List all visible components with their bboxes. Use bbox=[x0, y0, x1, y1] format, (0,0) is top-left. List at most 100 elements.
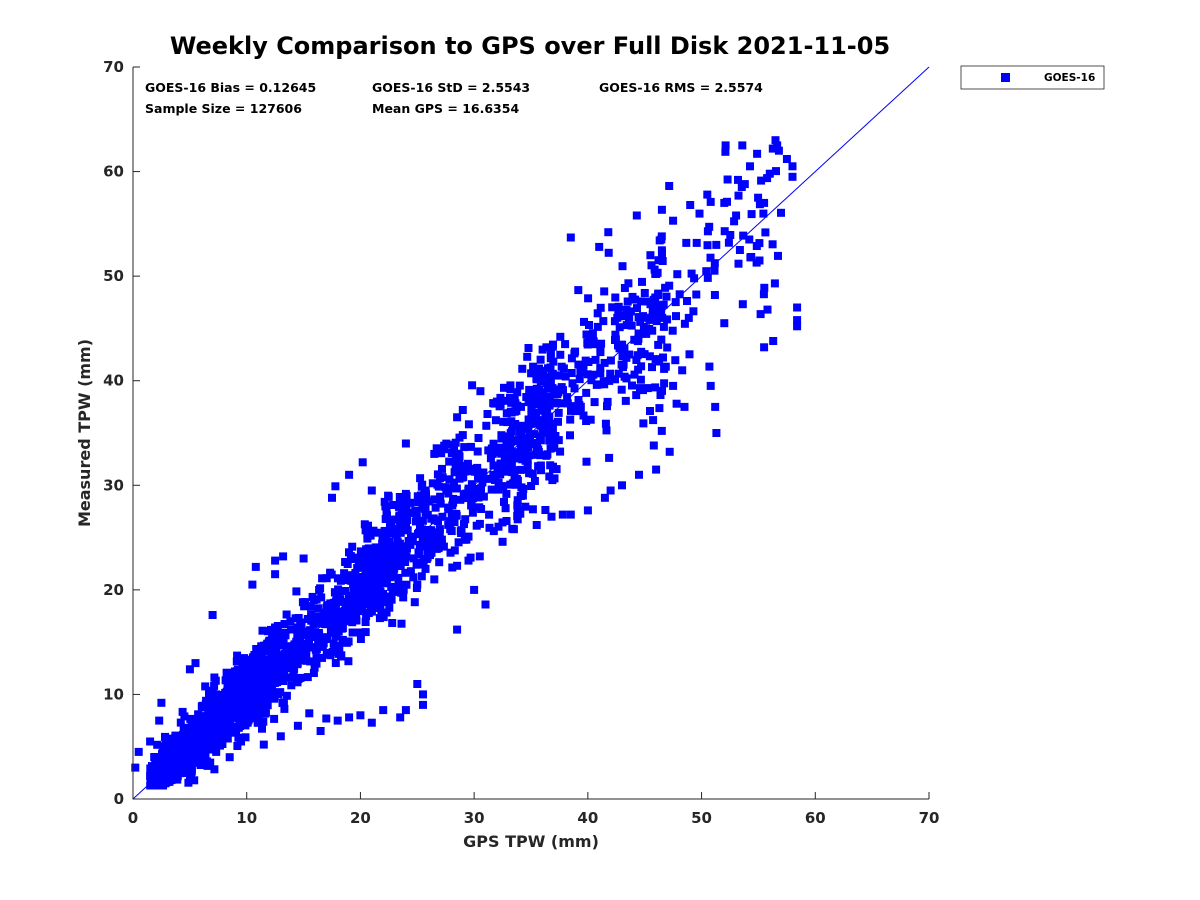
data-point bbox=[433, 539, 442, 548]
data-point bbox=[204, 709, 213, 718]
data-point bbox=[431, 503, 440, 512]
data-point bbox=[703, 227, 712, 236]
data-point bbox=[732, 211, 741, 220]
data-point bbox=[513, 388, 522, 397]
data-point bbox=[222, 668, 231, 677]
data-point bbox=[242, 672, 251, 681]
data-point bbox=[657, 246, 666, 255]
x-tick-label: 60 bbox=[805, 809, 826, 827]
data-point bbox=[416, 474, 425, 483]
data-point bbox=[410, 598, 419, 607]
data-point bbox=[690, 274, 699, 283]
data-point bbox=[561, 372, 570, 381]
data-point bbox=[222, 724, 231, 733]
data-point bbox=[533, 443, 541, 452]
data-point bbox=[571, 407, 580, 416]
data-point bbox=[529, 362, 538, 371]
data-point bbox=[185, 665, 194, 674]
data-point bbox=[494, 485, 503, 494]
data-point bbox=[275, 634, 284, 643]
data-point bbox=[734, 191, 743, 200]
data-point bbox=[556, 332, 565, 341]
data-point bbox=[524, 420, 533, 429]
data-point bbox=[503, 418, 512, 427]
data-point bbox=[524, 344, 533, 352]
data-point bbox=[289, 672, 298, 681]
data-point bbox=[793, 316, 802, 325]
data-point bbox=[186, 714, 195, 723]
data-point bbox=[382, 608, 391, 617]
data-point bbox=[211, 676, 220, 685]
data-point bbox=[481, 600, 490, 609]
data-point bbox=[600, 493, 609, 502]
data-point bbox=[412, 517, 420, 526]
data-point bbox=[354, 581, 363, 590]
data-point bbox=[335, 607, 344, 616]
data-point bbox=[600, 358, 609, 367]
data-point bbox=[542, 411, 551, 420]
data-point bbox=[576, 406, 585, 414]
data-point bbox=[496, 470, 505, 479]
data-point bbox=[494, 522, 503, 531]
data-point bbox=[361, 628, 370, 637]
data-point bbox=[528, 505, 537, 514]
data-point bbox=[221, 731, 230, 740]
data-point bbox=[589, 337, 598, 346]
data-point bbox=[265, 656, 274, 665]
data-point bbox=[407, 532, 415, 541]
data-point bbox=[401, 706, 410, 715]
data-point bbox=[474, 434, 483, 442]
data-point bbox=[185, 766, 194, 775]
data-point bbox=[582, 388, 591, 397]
data-point bbox=[444, 489, 453, 498]
one-to-one-reference-line bbox=[132, 66, 930, 800]
data-point bbox=[420, 498, 429, 507]
data-point bbox=[389, 501, 398, 509]
data-point bbox=[738, 300, 747, 309]
data-point bbox=[251, 562, 260, 571]
data-point bbox=[190, 776, 199, 785]
data-point bbox=[409, 573, 418, 582]
data-point bbox=[225, 753, 234, 762]
data-point bbox=[513, 501, 522, 510]
data-point bbox=[278, 699, 287, 707]
data-point bbox=[505, 443, 514, 452]
data-point bbox=[214, 707, 223, 716]
data-point bbox=[314, 604, 323, 613]
data-point bbox=[312, 612, 321, 621]
data-point bbox=[614, 302, 623, 311]
data-point bbox=[355, 628, 364, 637]
data-point bbox=[351, 555, 360, 563]
data-point bbox=[461, 465, 470, 474]
data-point bbox=[360, 593, 368, 602]
data-point bbox=[525, 385, 534, 394]
data-point bbox=[254, 647, 263, 655]
data-point bbox=[205, 696, 214, 705]
data-point bbox=[244, 698, 253, 707]
data-point bbox=[475, 490, 484, 499]
data-point bbox=[435, 525, 444, 534]
data-point bbox=[402, 580, 411, 589]
data-point bbox=[419, 700, 427, 709]
data-point bbox=[415, 550, 424, 559]
data-point bbox=[271, 556, 280, 565]
data-point bbox=[537, 405, 546, 414]
data-point bbox=[544, 364, 552, 373]
data-point bbox=[263, 676, 272, 685]
data-point bbox=[536, 451, 545, 460]
data-point bbox=[305, 709, 314, 718]
data-point bbox=[632, 211, 641, 220]
data-point bbox=[652, 317, 661, 326]
data-point bbox=[194, 710, 203, 719]
data-point bbox=[502, 438, 511, 446]
data-point bbox=[190, 715, 199, 723]
data-point bbox=[381, 502, 390, 511]
data-point bbox=[248, 580, 257, 589]
data-point bbox=[494, 478, 503, 487]
data-point bbox=[692, 238, 701, 247]
data-point bbox=[582, 457, 591, 466]
data-point bbox=[208, 611, 217, 619]
data-point bbox=[617, 385, 626, 394]
data-point bbox=[498, 537, 507, 546]
data-point bbox=[605, 453, 614, 462]
